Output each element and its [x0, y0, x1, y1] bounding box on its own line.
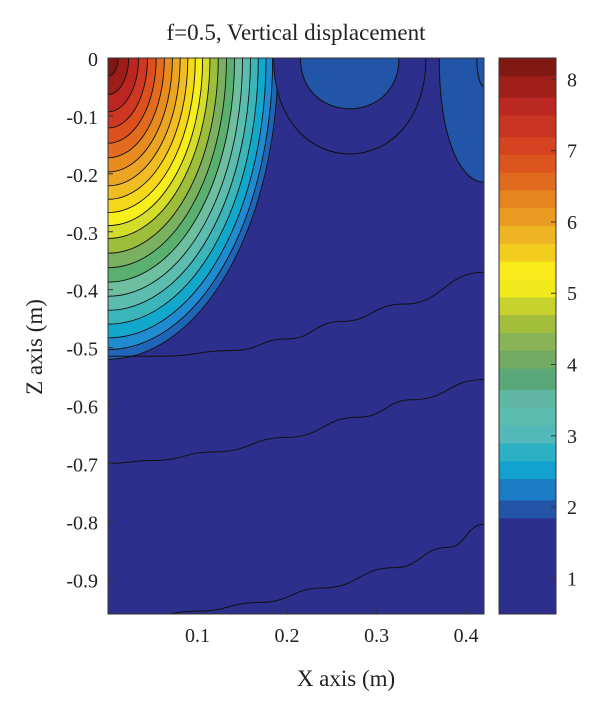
bump-inner-contour — [476, 58, 484, 87]
colorbar-band — [499, 278, 556, 298]
colorbar-band — [499, 368, 556, 390]
colorbar-band — [499, 75, 556, 98]
contour-line — [168, 523, 484, 614]
y-axis-ticks: 0 -0.1 -0.2 -0.3 -0.4 -0.5 -0.6 -0.7 -0.8 -0.9 — [66, 49, 113, 592]
x-axis-ticks: 0.1 0.2 0.3 0.4 — [185, 609, 479, 647]
colorbar-tick-label: 4 — [567, 355, 577, 377]
colorbar-frame — [498, 57, 557, 615]
y-tick-label: -0.5 — [66, 339, 98, 361]
y-axis-label: Z axis (m) — [22, 299, 47, 395]
colorbar-tick-label: 7 — [567, 141, 577, 163]
colorbar-tick-label: 3 — [567, 426, 577, 448]
colorbar-band — [499, 499, 556, 519]
y-tick-label: -0.9 — [66, 570, 98, 592]
colorbar-bands — [499, 58, 556, 615]
contour-line — [108, 271, 484, 357]
y-tick-label: -0.2 — [66, 165, 98, 187]
colorbar-band — [499, 97, 556, 116]
y-tick-label: -0.6 — [66, 397, 98, 419]
colorbar-band — [499, 517, 556, 615]
x-tick-label: 0.3 — [364, 625, 389, 647]
bump-inner-contour — [299, 58, 400, 110]
colorbar-band — [499, 58, 556, 77]
x-tick-label: 0.2 — [275, 625, 300, 647]
colorbar-ticks: 1 2 3 4 5 6 7 8 — [551, 69, 577, 590]
chart-title: f=0.5, Vertical displacement — [166, 20, 426, 45]
colorbar-band — [499, 154, 556, 173]
colorbar-band — [499, 407, 556, 426]
colorbar-band — [499, 425, 556, 444]
plot-frame — [107, 57, 485, 615]
y-tick-label: -0.8 — [66, 512, 98, 534]
colorbar-tick-label: 6 — [567, 212, 577, 234]
y-tick-label: -0.3 — [66, 223, 98, 245]
colorbar-band — [499, 172, 556, 191]
contour-lines — [108, 271, 484, 614]
colorbar-band — [499, 442, 556, 462]
colorbar-band — [499, 350, 556, 369]
colorbar-band — [499, 207, 556, 227]
colorbar-band — [499, 389, 556, 408]
colorbar-band — [499, 261, 556, 280]
y-tick-label: 0 — [88, 49, 98, 71]
bump-outer-contour — [438, 58, 484, 183]
colorbar-tick-label: 2 — [567, 497, 577, 519]
level-regions — [108, 58, 484, 360]
colorbar-band — [499, 115, 556, 137]
x-tick-label: 0.1 — [185, 625, 210, 647]
contour-line — [108, 378, 484, 464]
colorbar-band — [499, 136, 556, 155]
colorbar-band — [499, 243, 556, 262]
x-tick-label: 0.4 — [454, 625, 479, 647]
colorbar-tick-label: 8 — [567, 69, 577, 91]
colorbar-band — [499, 225, 556, 244]
colorbar: 1 2 3 4 5 6 7 8 — [498, 57, 577, 615]
colorbar-band — [499, 296, 556, 316]
colorbar-band — [499, 478, 556, 501]
plot-area — [108, 58, 484, 614]
x-axis-label: X axis (m) — [297, 666, 395, 691]
y-tick-label: -0.1 — [66, 107, 98, 129]
y-tick-label: -0.7 — [66, 454, 98, 476]
colorbar-band — [499, 189, 556, 209]
y-tick-label: -0.4 — [66, 281, 98, 303]
colorbar-tick-label: 1 — [567, 568, 577, 590]
colorbar-tick-label: 5 — [567, 283, 577, 305]
colorbar-band — [499, 460, 556, 480]
colorbar-band — [499, 332, 556, 351]
colorbar-band — [499, 314, 556, 333]
